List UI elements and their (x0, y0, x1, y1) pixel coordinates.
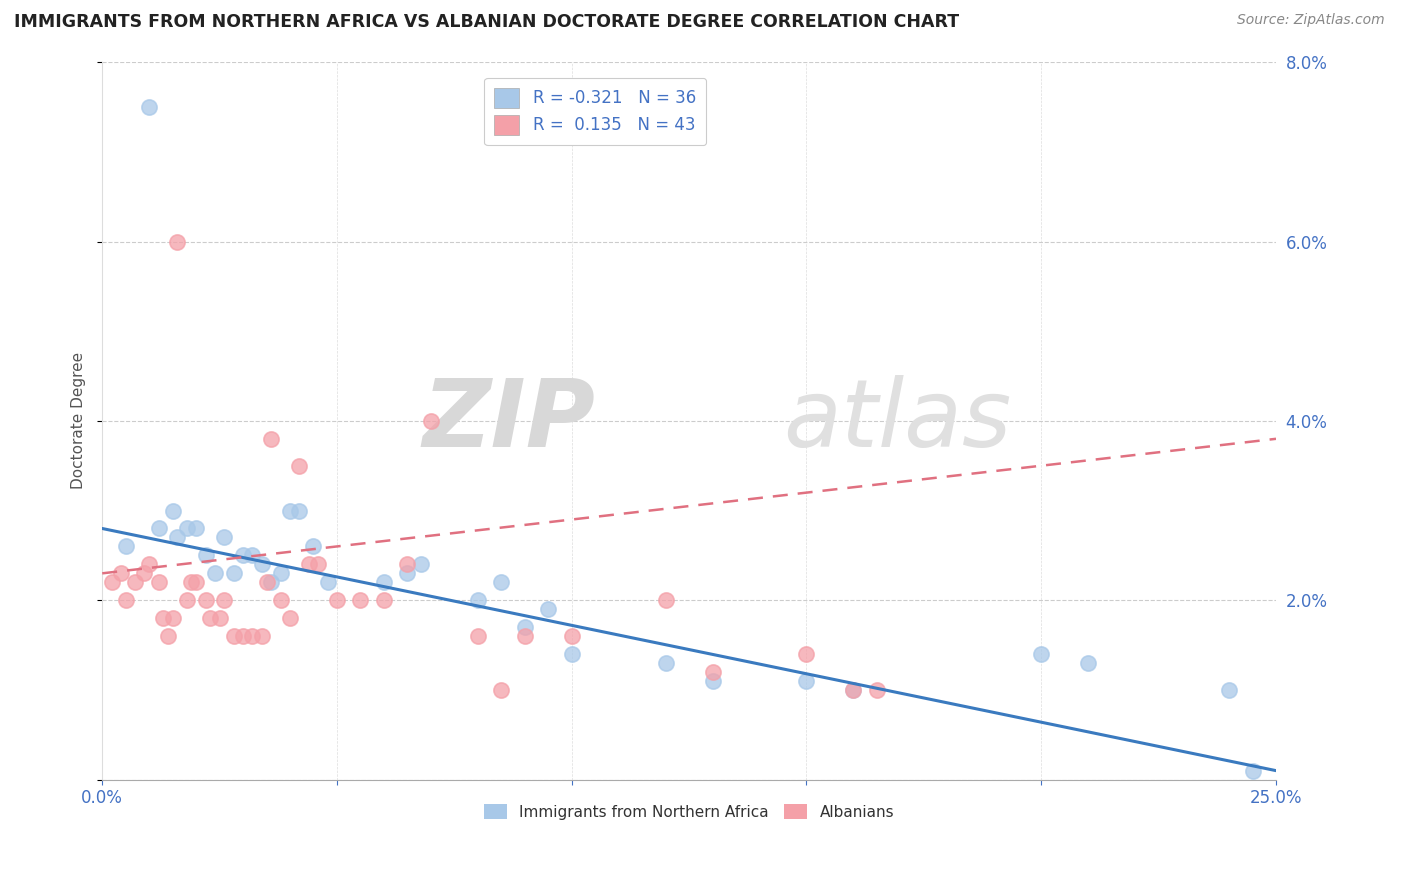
Point (176, 593, 198, 607)
Point (114, 540, 136, 554)
Text: ZIP: ZIP (422, 375, 595, 467)
Point (114, 593, 136, 607)
Point (1031, 647, 1053, 661)
Point (214, 531, 236, 545)
Point (208, 611, 231, 625)
Text: IMMIGRANTS FROM NORTHERN AFRICA VS ALBANIAN DOCTORATE DEGREE CORRELATION CHART: IMMIGRANTS FROM NORTHERN AFRICA VS ALBAN… (14, 13, 959, 31)
Point (349, 593, 371, 607)
Point (184, 575, 207, 590)
Point (467, 629, 489, 643)
Y-axis label: Doctorate Degree: Doctorate Degree (72, 352, 86, 490)
Point (702, 673, 724, 688)
Point (184, 521, 207, 535)
Point (411, 558, 433, 572)
Point (194, 549, 217, 563)
Point (419, 414, 441, 428)
Point (242, 629, 264, 643)
Point (1077, 656, 1099, 670)
Point (373, 593, 395, 607)
Point (513, 629, 536, 643)
Point (561, 647, 583, 661)
Point (842, 682, 865, 697)
Point (124, 575, 146, 590)
Point (166, 235, 188, 249)
Point (270, 566, 292, 581)
Point (138, 100, 160, 114)
Point (1218, 682, 1240, 697)
Point (288, 458, 311, 473)
Point (156, 629, 179, 643)
Point (148, 575, 170, 590)
Point (278, 611, 301, 625)
Point (491, 575, 513, 590)
Point (250, 558, 273, 572)
Point (214, 593, 236, 607)
Point (316, 575, 339, 590)
Point (162, 503, 184, 517)
Point (110, 566, 132, 581)
Point (491, 682, 513, 697)
Point (194, 593, 217, 607)
Point (176, 521, 198, 535)
Point (180, 575, 202, 590)
Point (134, 566, 156, 581)
Point (222, 566, 245, 581)
Point (307, 558, 329, 572)
Point (298, 558, 321, 572)
Point (396, 558, 419, 572)
Point (796, 647, 818, 661)
Text: Source: ZipAtlas.com: Source: ZipAtlas.com (1237, 13, 1385, 28)
Point (1241, 764, 1264, 778)
Point (204, 566, 226, 581)
Point (232, 629, 254, 643)
Point (654, 656, 676, 670)
Point (373, 575, 395, 590)
Point (242, 549, 264, 563)
Point (288, 503, 311, 517)
Point (138, 558, 160, 572)
Point (260, 575, 283, 590)
Point (148, 521, 170, 535)
Point (278, 503, 301, 517)
Legend: Immigrants from Northern Africa, Albanians: Immigrants from Northern Africa, Albania… (478, 797, 900, 826)
Point (302, 540, 325, 554)
Point (260, 432, 283, 446)
Point (250, 629, 273, 643)
Point (162, 611, 184, 625)
Point (166, 531, 188, 545)
Point (256, 575, 278, 590)
Point (842, 682, 865, 697)
Point (326, 593, 349, 607)
Point (702, 665, 724, 679)
Point (396, 566, 419, 581)
Text: atlas: atlas (783, 376, 1011, 467)
Point (796, 673, 818, 688)
Point (561, 629, 583, 643)
Point (467, 593, 489, 607)
Point (654, 593, 676, 607)
Point (537, 602, 560, 616)
Point (100, 575, 122, 590)
Point (513, 620, 536, 634)
Point (866, 682, 889, 697)
Point (200, 611, 222, 625)
Point (232, 549, 254, 563)
Point (152, 611, 174, 625)
Point (270, 593, 292, 607)
Point (222, 629, 245, 643)
